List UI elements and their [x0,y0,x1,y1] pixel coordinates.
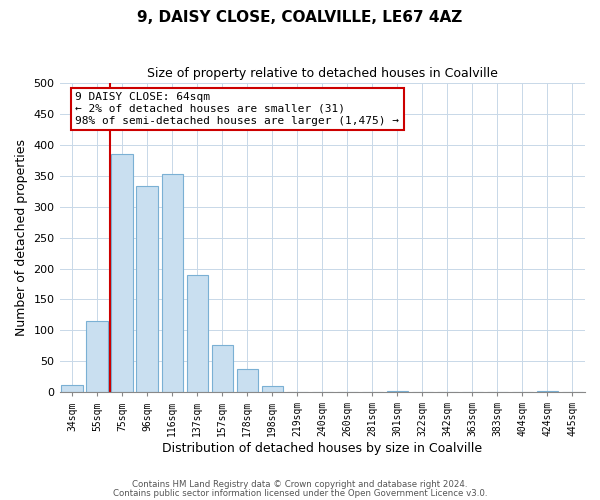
Bar [537,391,558,392]
Text: 9 DAISY CLOSE: 64sqm
← 2% of detached houses are smaller (31)
98% of semi-detach: 9 DAISY CLOSE: 64sqm ← 2% of detached ho… [76,92,400,126]
Text: 9, DAISY CLOSE, COALVILLE, LE67 4AZ: 9, DAISY CLOSE, COALVILLE, LE67 4AZ [137,10,463,25]
Bar [387,391,408,392]
Bar [212,345,233,392]
Bar [262,386,283,392]
Bar [112,154,133,392]
Title: Size of property relative to detached houses in Coalville: Size of property relative to detached ho… [147,68,498,80]
Bar [236,368,258,392]
Text: Contains public sector information licensed under the Open Government Licence v3: Contains public sector information licen… [113,488,487,498]
Bar [86,321,108,392]
Bar [136,186,158,392]
X-axis label: Distribution of detached houses by size in Coalville: Distribution of detached houses by size … [162,442,482,455]
Bar [61,384,83,392]
Bar [187,274,208,392]
Text: Contains HM Land Registry data © Crown copyright and database right 2024.: Contains HM Land Registry data © Crown c… [132,480,468,489]
Y-axis label: Number of detached properties: Number of detached properties [15,139,28,336]
Bar [161,174,183,392]
